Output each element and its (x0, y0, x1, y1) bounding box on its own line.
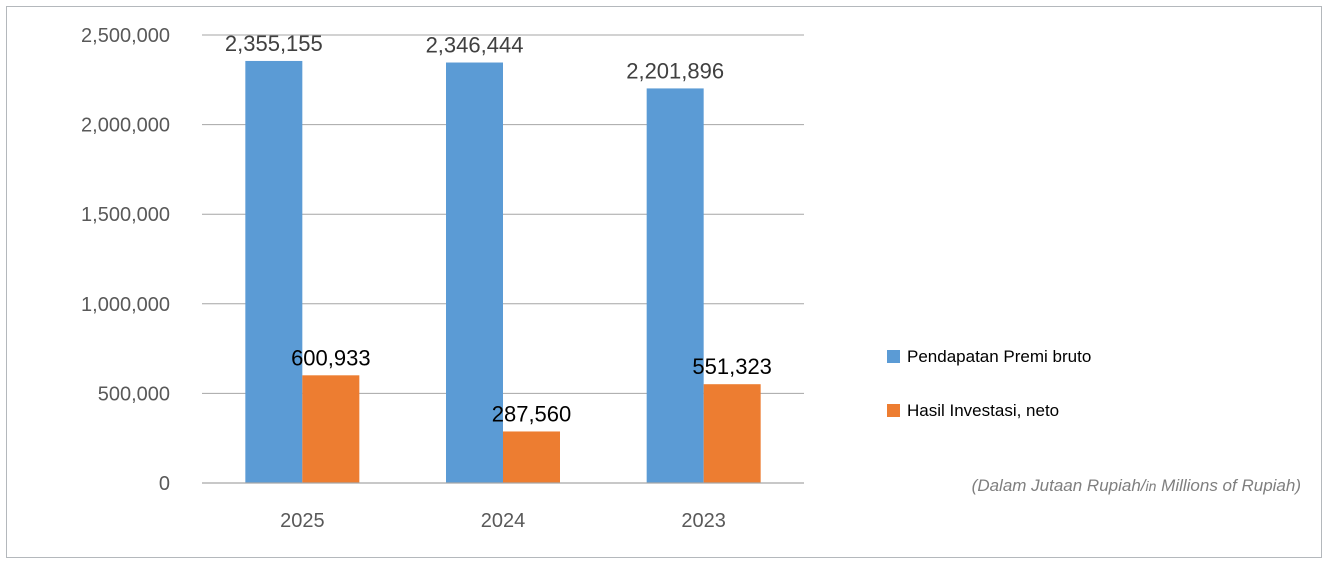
data-label-investasi-2025: 600,933 (291, 345, 371, 370)
y-tick-label: 2,000,000 (81, 115, 170, 137)
bar-investasi-2025 (302, 375, 360, 483)
legend-swatch-premi (887, 350, 900, 363)
bar-premi-2024 (446, 62, 503, 483)
x-axis-ticks: 2025 2024 2023 (280, 510, 726, 532)
y-tick-label: 1,000,000 (81, 294, 170, 316)
data-label-premi-2024: 2,346,444 (426, 33, 524, 58)
y-tick-label: 0 (159, 473, 170, 495)
legend-label-investasi: Hasil Investasi, neto (907, 401, 1059, 420)
unit-note: (Dalam Jutaan Rupiah/in Millions of Rupi… (972, 476, 1301, 495)
data-label-investasi-2023: 551,323 (692, 354, 772, 379)
bars (245, 60, 761, 484)
x-tick-label: 2024 (481, 510, 526, 532)
data-labels: 2,355,155 600,933 2,346,444 287,560 2,201,89… (225, 31, 772, 427)
unit-note-part-1: (Dalam Jutaan Rupiah/ (972, 476, 1148, 495)
data-label-investasi-2024: 287,560 (492, 401, 572, 426)
data-label-premi-2023: 2,201,896 (626, 58, 724, 83)
unit-note-part-3: Millions of Rupiah) (1156, 476, 1301, 495)
x-tick-label: 2025 (280, 510, 325, 532)
legend: Pendapatan Premi bruto Hasil Investasi, … (887, 347, 1091, 420)
bar-investasi-2024 (503, 431, 560, 483)
x-tick-label: 2023 (681, 510, 726, 532)
y-axis-ticks: 0 500,000 1,000,000 1,500,000 2,000,000 2,500… (81, 25, 170, 495)
y-tick-label: 2,500,000 (81, 25, 170, 47)
legend-swatch-investasi (887, 404, 900, 417)
bar-investasi-2023 (703, 384, 761, 483)
y-tick-label: 500,000 (98, 383, 170, 405)
bar-premi-2023 (646, 88, 704, 484)
bar-premi-2025 (245, 60, 303, 483)
unit-note-part-2: in (1146, 478, 1157, 494)
y-tick-label: 1,500,000 (81, 204, 170, 226)
legend-label-premi: Pendapatan Premi bruto (907, 347, 1091, 366)
data-label-premi-2025: 2,355,155 (225, 31, 323, 56)
